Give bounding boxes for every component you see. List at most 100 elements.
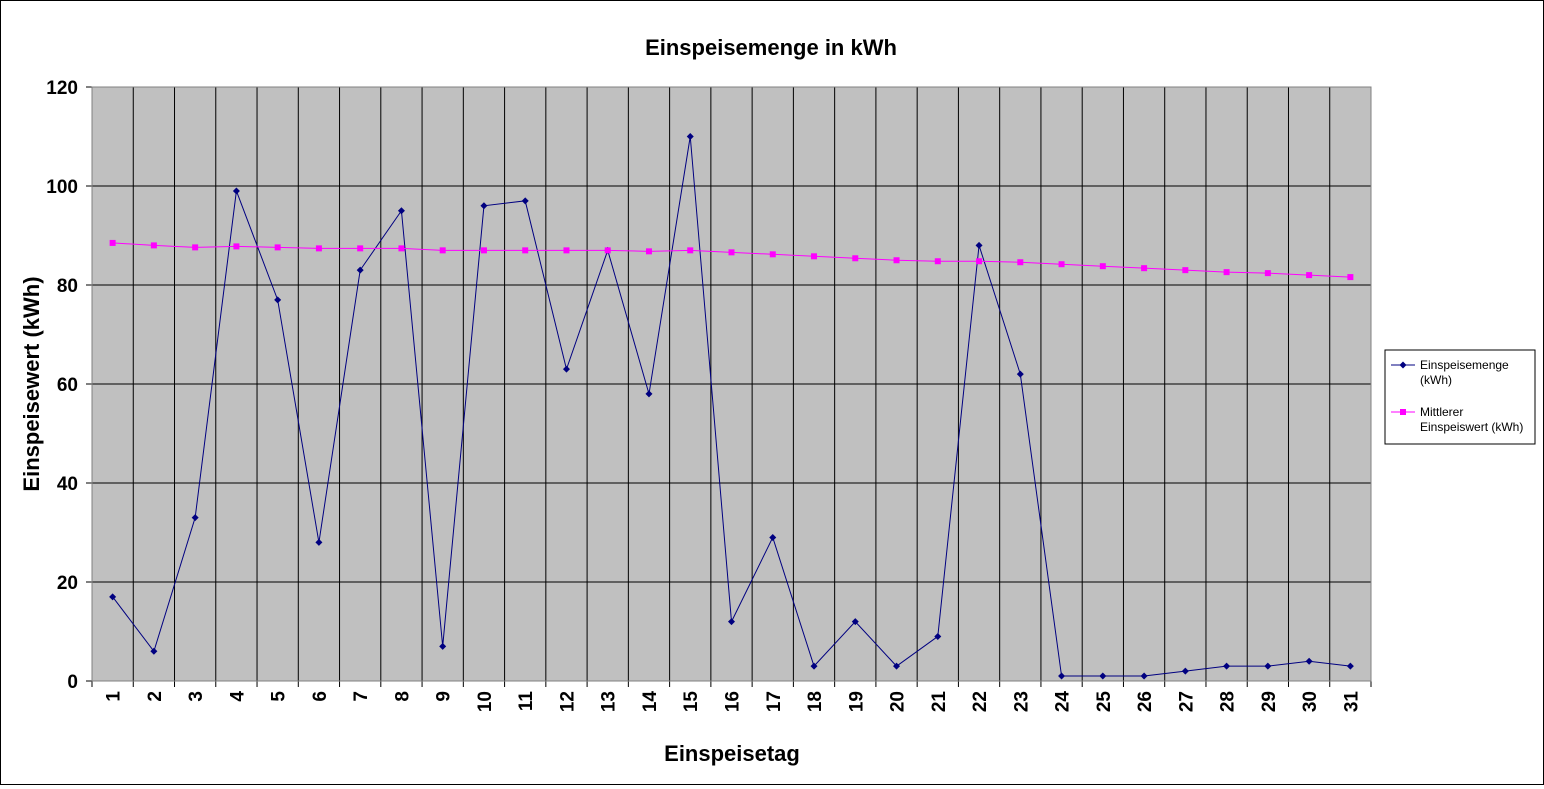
x-tick-label: 26 — [1135, 691, 1156, 712]
data-point — [852, 255, 859, 262]
data-point — [728, 249, 735, 256]
legend-box — [1384, 349, 1536, 445]
data-point — [1347, 274, 1354, 281]
y-tick-label: 40 — [57, 474, 78, 495]
x-tick-label: 3 — [186, 691, 207, 702]
series-1 — [109, 133, 1354, 680]
data-point — [398, 245, 405, 252]
x-tick-label: 12 — [557, 691, 578, 712]
data-point — [934, 258, 941, 265]
series-2 — [109, 239, 1354, 281]
data-point — [976, 258, 983, 265]
legend-entry-text: Einspeiswert (kWh) — [1420, 420, 1523, 434]
data-point — [893, 257, 900, 264]
data-point — [191, 514, 199, 522]
data-point — [192, 244, 199, 251]
legend-entry-text: Einspeisemenge — [1420, 358, 1509, 372]
data-point — [563, 247, 570, 254]
x-tick-label: 28 — [1218, 691, 1239, 712]
x-tick-label: 31 — [1341, 691, 1362, 713]
data-point — [769, 533, 777, 541]
data-point — [686, 133, 694, 140]
data-point — [150, 242, 157, 249]
x-tick-label: 13 — [599, 691, 620, 712]
x-tick-label: 10 — [475, 691, 496, 712]
x-tick-label: 23 — [1011, 691, 1032, 712]
x-tick-label: 2 — [145, 691, 166, 702]
x-tick-label: 19 — [846, 691, 867, 712]
data-point — [397, 207, 405, 215]
data-point — [439, 642, 447, 650]
data-point — [1223, 662, 1231, 670]
data-point — [562, 365, 570, 373]
data-point — [1099, 263, 1106, 270]
x-tick-label: 1 — [104, 691, 125, 702]
data-point — [315, 538, 323, 546]
data-point — [356, 266, 364, 274]
legend-entry-text: Mittlerer — [1420, 405, 1463, 419]
data-point — [521, 197, 529, 205]
data-point — [1264, 270, 1271, 277]
x-tick-label: 29 — [1259, 691, 1280, 712]
data-point — [1099, 672, 1107, 680]
data-point — [893, 662, 901, 670]
legend-marker — [1399, 361, 1407, 369]
x-tick-label: 27 — [1176, 691, 1197, 712]
x-tick-label: 8 — [392, 691, 413, 702]
x-tick-label: 17 — [764, 691, 785, 712]
data-point — [1058, 261, 1065, 268]
y-tick-label: 60 — [57, 375, 78, 396]
data-point — [1058, 672, 1066, 680]
data-point — [1017, 259, 1024, 266]
data-point — [233, 243, 240, 250]
data-point — [357, 245, 364, 252]
data-point — [810, 662, 818, 670]
data-point — [274, 244, 281, 251]
data-point — [728, 618, 735, 626]
legend-entry-text: (kWh) — [1420, 373, 1452, 387]
data-point — [480, 247, 487, 254]
data-point — [1346, 662, 1354, 670]
data-point — [480, 202, 488, 210]
x-tick-label: 9 — [434, 691, 455, 702]
data-point — [1306, 272, 1313, 279]
data-point — [604, 247, 611, 254]
data-point — [1016, 370, 1024, 378]
data-point — [109, 239, 116, 246]
x-tick-label: 4 — [227, 691, 248, 702]
data-point — [645, 390, 653, 398]
data-point — [274, 296, 282, 304]
data-point — [1305, 657, 1313, 665]
x-tick-label: 11 — [516, 691, 537, 712]
x-tick-label: 16 — [723, 691, 744, 712]
data-point — [769, 251, 776, 258]
data-point — [851, 618, 859, 626]
data-point — [1223, 269, 1230, 276]
y-tick-label: 120 — [46, 78, 78, 99]
x-tick-label: 21 — [929, 691, 950, 713]
data-point — [439, 247, 446, 254]
chart-title: Einspeisemenge in kWh — [645, 35, 897, 60]
data-point — [150, 647, 158, 655]
data-point — [1264, 662, 1272, 670]
x-tick-label: 20 — [888, 691, 909, 712]
x-tick-label: 30 — [1300, 691, 1321, 712]
plot-border — [91, 86, 1372, 682]
y-tick-label: 100 — [46, 177, 78, 198]
x-axis-label: Einspeisetag — [664, 741, 800, 766]
y-axis-label: Einspeisewert (kWh) — [19, 276, 44, 491]
data-point — [1140, 672, 1148, 680]
data-point — [522, 247, 529, 254]
y-tick-label: 0 — [67, 672, 78, 693]
y-tick-label: 80 — [57, 276, 78, 297]
x-tick-label: 24 — [1053, 691, 1074, 713]
x-tick-label: 25 — [1094, 691, 1115, 713]
data-point — [645, 248, 652, 255]
data-point — [315, 245, 322, 252]
data-point — [109, 593, 117, 601]
x-tick-label: 22 — [970, 691, 991, 712]
legend-marker — [1400, 409, 1406, 415]
legend: Einspeisemenge(kWh) MittlererEinspeiswert… — [1384, 349, 1536, 445]
